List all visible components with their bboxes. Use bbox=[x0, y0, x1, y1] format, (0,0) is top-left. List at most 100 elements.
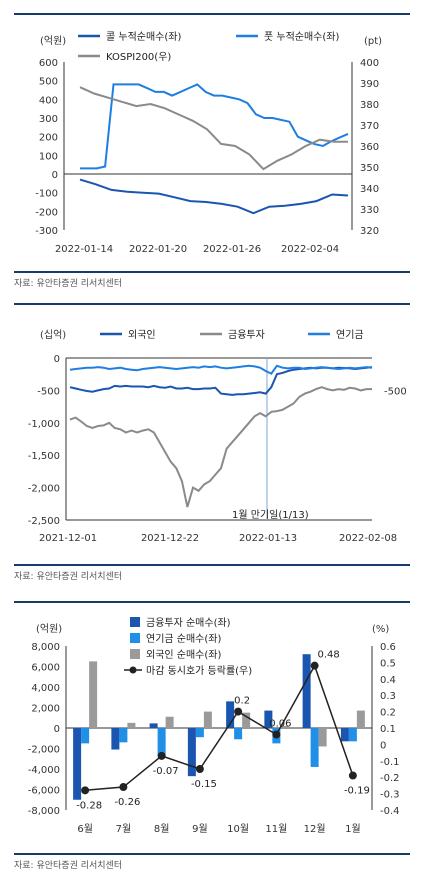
y-right-tick-label: 340 bbox=[360, 184, 379, 195]
y-right-tick-label: -0.1 bbox=[380, 757, 400, 768]
x-tick-label: 2022-01-13 bbox=[239, 533, 297, 544]
y-right-tick-label: 0.1 bbox=[380, 724, 396, 735]
bar-1 bbox=[81, 728, 90, 744]
y-right-tick-label: 0.3 bbox=[380, 691, 396, 702]
series-line-1 bbox=[80, 83, 349, 170]
legend-swatch bbox=[130, 633, 140, 643]
y-tick-label: -2,000 bbox=[28, 484, 60, 495]
bar-0 bbox=[149, 723, 158, 728]
legend-label: 금융투자 bbox=[228, 329, 265, 341]
bar-2 bbox=[280, 725, 289, 728]
legend-label: 외국인 bbox=[128, 329, 156, 341]
bar-2 bbox=[89, 661, 98, 728]
x-tick-label: 9월 bbox=[192, 823, 208, 835]
return-point bbox=[310, 661, 319, 670]
right-axis-unit: (%) bbox=[372, 624, 389, 635]
x-tick-label: 6월 bbox=[77, 823, 93, 835]
y-right-tick-label: 0.4 bbox=[380, 675, 396, 686]
y-tick-label: -1,500 bbox=[28, 451, 60, 462]
x-tick-label: 7월 bbox=[116, 823, 132, 835]
legend-swatch bbox=[130, 649, 140, 659]
bar-2 bbox=[203, 711, 212, 728]
right-axis-unit: (pt) bbox=[364, 36, 382, 47]
x-tick-label: 11월 bbox=[265, 823, 287, 835]
series-line-1 bbox=[69, 386, 372, 508]
left-axis-unit: (억원) bbox=[36, 623, 62, 635]
y-left-tick-label: 400 bbox=[39, 95, 58, 106]
x-tick-label: 8월 bbox=[154, 823, 170, 835]
y-right-tick-label: 320 bbox=[360, 226, 379, 237]
top-rule bbox=[14, 13, 410, 15]
x-tick-label: 2021-12-22 bbox=[141, 533, 199, 544]
return-point bbox=[195, 765, 204, 773]
bar-1 bbox=[119, 728, 128, 743]
legend-label: 연기금 순매수(좌) bbox=[146, 633, 221, 645]
y-right-tick-label: 390 bbox=[360, 79, 379, 90]
series-line-0 bbox=[79, 178, 349, 215]
y-left-tick-label: 200 bbox=[39, 133, 58, 144]
data-label: -0.28 bbox=[76, 800, 102, 811]
y-left-tick-label: -8,000 bbox=[28, 806, 60, 817]
chart-3-monthly-flows: -8,000 -6,000 -4,000 -2,000 0 2,000 4,000 6,000… bbox=[28, 617, 400, 835]
bar-0 bbox=[264, 710, 273, 728]
y-left-tick-label: 0 bbox=[52, 170, 58, 181]
y-left-tick-label: -6,000 bbox=[28, 786, 60, 797]
series-line-0 bbox=[69, 366, 373, 396]
return-point bbox=[81, 786, 90, 795]
chart-1-option-flows: -300 -200 -100 0 100 200 300 400 500 600 320 330 340… bbox=[35, 31, 382, 255]
legend-label: 콜 누적순매수(좌) bbox=[106, 31, 181, 43]
legend-swatch bbox=[130, 617, 140, 627]
data-label: -0.15 bbox=[191, 779, 217, 790]
divider-5 bbox=[14, 853, 410, 855]
x-tick-label: 1월 bbox=[345, 823, 361, 835]
legend-label: 마감 동시호가 등락률(우) bbox=[146, 665, 252, 677]
y-right-tick-label: 330 bbox=[360, 205, 379, 216]
y-left-tick-label: -2,000 bbox=[28, 745, 60, 756]
divider-4 bbox=[14, 601, 410, 603]
x-tick-label: 2022-02-04 bbox=[281, 244, 339, 255]
return-line bbox=[85, 663, 354, 792]
bar-1 bbox=[234, 728, 243, 740]
bar-2 bbox=[356, 710, 365, 728]
y-right-tick-label: 360 bbox=[360, 142, 379, 153]
y-right-tick-label: 0 bbox=[380, 740, 386, 751]
bar-1 bbox=[348, 728, 357, 742]
legend-label: 외국인 순매수(좌) bbox=[146, 649, 221, 661]
y-left-tick-label: 500 bbox=[39, 77, 58, 88]
x-tick-label: 2022-01-14 bbox=[55, 244, 113, 255]
legend-label: KOSPI200(우) bbox=[106, 51, 171, 63]
data-label: 0.48 bbox=[317, 650, 339, 661]
legend-label: 연기금 bbox=[336, 329, 364, 341]
data-label: 0.2 bbox=[234, 696, 250, 707]
y-tick-label: 0 bbox=[54, 354, 60, 365]
divider-3 bbox=[14, 564, 410, 566]
x-tick-label: 2022-01-26 bbox=[203, 244, 261, 255]
y-left-tick-label: 2,000 bbox=[31, 704, 60, 715]
y-right-tick-label: 0.6 bbox=[380, 642, 396, 653]
left-axis-unit: (십억) bbox=[40, 329, 66, 341]
x-tick-label: 2022-02-08 bbox=[339, 533, 397, 544]
return-point bbox=[119, 783, 128, 792]
y-right-tick-label: 0.5 bbox=[380, 658, 396, 669]
divider-2 bbox=[14, 303, 410, 305]
expiry-annotation: 1월 만기일(1/13) bbox=[232, 509, 309, 521]
y-right-tick-label: -0.2 bbox=[380, 773, 400, 784]
data-label: -0.19 bbox=[344, 786, 370, 797]
divider-1 bbox=[14, 271, 410, 273]
y-left-tick-label: 300 bbox=[39, 114, 58, 125]
source-note-2: 자료: 유안타증권 리서치센터 bbox=[14, 572, 123, 582]
y-left-tick-label: 4,000 bbox=[31, 683, 60, 694]
bar-0 bbox=[73, 728, 82, 800]
chart-2-investor-flows: -2,500 -2,000 -1,500 -1,000 -500 0 2021-12-01 2… bbox=[28, 329, 407, 544]
data-label: -0.07 bbox=[153, 766, 179, 777]
y-left-tick-label: -4,000 bbox=[28, 765, 60, 776]
x-tick-label: 10월 bbox=[227, 823, 249, 835]
bar-2 bbox=[242, 712, 251, 728]
y-right-tick-label: -0.4 bbox=[380, 806, 400, 817]
source-note-1: 자료: 유안타증권 리서치센터 bbox=[14, 279, 123, 289]
y-left-tick-label: -200 bbox=[35, 207, 58, 218]
y-left-tick-label: 0 bbox=[54, 724, 60, 735]
legend-label: 금융투자 순매수(좌) bbox=[146, 617, 231, 629]
return-point bbox=[272, 730, 281, 739]
bar-1 bbox=[310, 728, 319, 767]
